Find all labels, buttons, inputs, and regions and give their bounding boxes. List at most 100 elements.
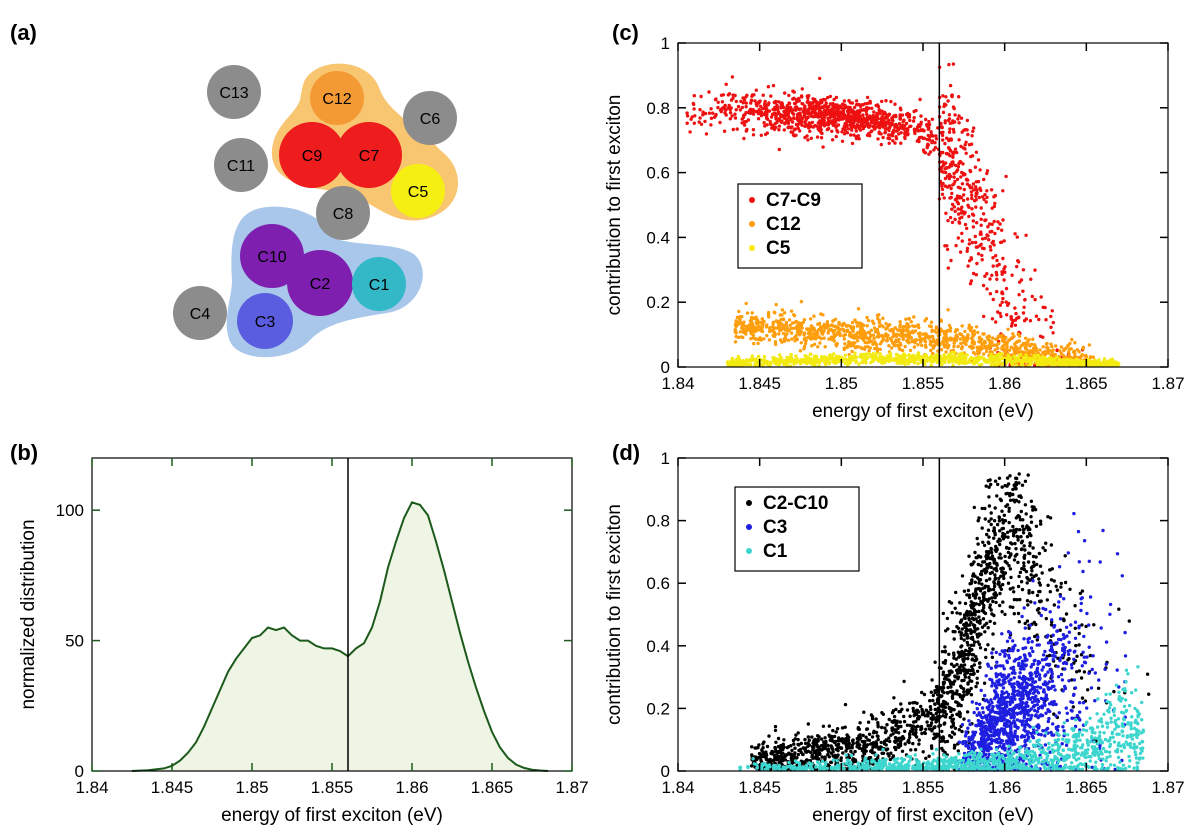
panel-label-b: (b) <box>10 440 38 465</box>
point-c2-c10 <box>810 735 814 739</box>
point-c2-c10 <box>881 712 885 716</box>
point-c7-c9 <box>947 152 951 157</box>
point-c7-c9 <box>912 128 917 132</box>
point-c12 <box>765 323 769 327</box>
point-c12 <box>982 352 986 356</box>
point-c2-c10 <box>883 730 888 735</box>
point-c5 <box>900 361 904 365</box>
point-c7-c9 <box>701 113 705 117</box>
point-c12 <box>741 321 745 326</box>
point-c2-c10 <box>908 714 912 718</box>
point-c5 <box>1061 363 1066 367</box>
point-c5 <box>779 356 783 360</box>
point-c7-c9 <box>973 234 977 239</box>
point-c5 <box>1088 359 1093 363</box>
point-c7-c9 <box>915 139 919 143</box>
point-c2-c10 <box>940 694 944 698</box>
point-c12 <box>946 308 950 312</box>
point-c2-c10 <box>1054 584 1058 588</box>
point-c5 <box>902 356 907 361</box>
point-c2-c10 <box>1127 619 1132 623</box>
point-c2-c10 <box>836 746 840 750</box>
point-c7-c9 <box>775 105 780 109</box>
point-c7-c9 <box>854 129 858 133</box>
point-c7-c9 <box>1019 278 1024 282</box>
point-c12 <box>939 348 944 352</box>
panel-label-d: (d) <box>612 440 640 465</box>
point-c7-c9 <box>840 130 844 134</box>
chromophore-label-c13: C13 <box>219 85 248 102</box>
point-c7-c9 <box>947 62 951 67</box>
point-c7-c9 <box>802 115 806 119</box>
point-c7-c9 <box>722 129 727 133</box>
point-c2-c10 <box>914 725 918 729</box>
point-c7-c9 <box>893 102 897 106</box>
point-c12 <box>923 343 928 348</box>
point-c12 <box>1000 347 1004 351</box>
point-c7-c9 <box>884 124 888 128</box>
point-c12 <box>752 329 756 333</box>
point-c7-c9 <box>940 187 945 192</box>
point-c7-c9 <box>824 101 828 105</box>
point-c7-c9 <box>955 177 960 181</box>
point-c5 <box>775 358 779 362</box>
point-c7-c9 <box>966 178 970 182</box>
point-c7-c9 <box>1002 239 1006 243</box>
point-c12 <box>802 318 807 322</box>
point-c12 <box>1014 351 1018 355</box>
point-c7-c9 <box>858 128 863 132</box>
point-c2-c10 <box>930 678 934 682</box>
x-tick-label: 1.86 <box>395 778 428 797</box>
point-c5 <box>874 351 879 356</box>
point-c7-c9 <box>879 142 883 147</box>
point-c7-c9 <box>934 137 939 141</box>
point-c12 <box>899 343 903 347</box>
point-c7-c9 <box>853 118 858 122</box>
point-c5 <box>854 360 858 364</box>
point-c12 <box>871 333 876 337</box>
point-c7-c9 <box>822 115 827 119</box>
point-c7-c9 <box>996 220 1000 224</box>
point-c7-c9 <box>779 106 783 110</box>
point-c5 <box>1098 361 1103 365</box>
point-c7-c9 <box>796 107 800 111</box>
point-c5 <box>785 355 789 360</box>
point-c2-c10 <box>819 737 824 741</box>
point-c12 <box>972 342 976 346</box>
point-c12 <box>781 331 786 336</box>
point-c12 <box>930 334 935 339</box>
point-c7-c9 <box>950 191 954 196</box>
point-c7-c9 <box>944 166 949 170</box>
point-c12 <box>980 343 984 347</box>
point-c7-c9 <box>967 242 971 246</box>
point-c2-c10 <box>987 535 991 539</box>
point-c12 <box>916 343 920 347</box>
point-c7-c9 <box>955 194 960 198</box>
point-c7-c9 <box>780 101 784 105</box>
point-c2-c10 <box>1059 581 1064 586</box>
point-c5 <box>794 361 798 365</box>
point-c7-c9 <box>889 99 893 104</box>
point-c7-c9 <box>898 113 902 117</box>
point-c2-c10 <box>1026 603 1030 607</box>
point-c7-c9 <box>956 117 960 121</box>
point-c2-c10 <box>951 692 955 696</box>
point-c2-c10 <box>986 528 991 532</box>
point-c7-c9 <box>887 137 892 141</box>
point-c12 <box>1081 347 1085 351</box>
point-c7-c9 <box>941 170 945 174</box>
point-c7-c9 <box>886 113 890 118</box>
point-c7-c9 <box>792 112 796 116</box>
point-c5 <box>827 361 831 366</box>
point-c7-c9 <box>775 120 779 125</box>
point-c7-c9 <box>754 102 758 106</box>
point-c5 <box>762 355 767 359</box>
point-c7-c9 <box>828 115 832 120</box>
point-c7-c9 <box>994 320 998 324</box>
point-c7-c9 <box>985 189 989 193</box>
point-c12 <box>778 324 782 329</box>
point-c7-c9 <box>912 116 916 120</box>
point-c2-c10 <box>887 754 891 758</box>
point-c2-c10 <box>867 732 872 736</box>
point-c2-c10 <box>952 746 957 750</box>
